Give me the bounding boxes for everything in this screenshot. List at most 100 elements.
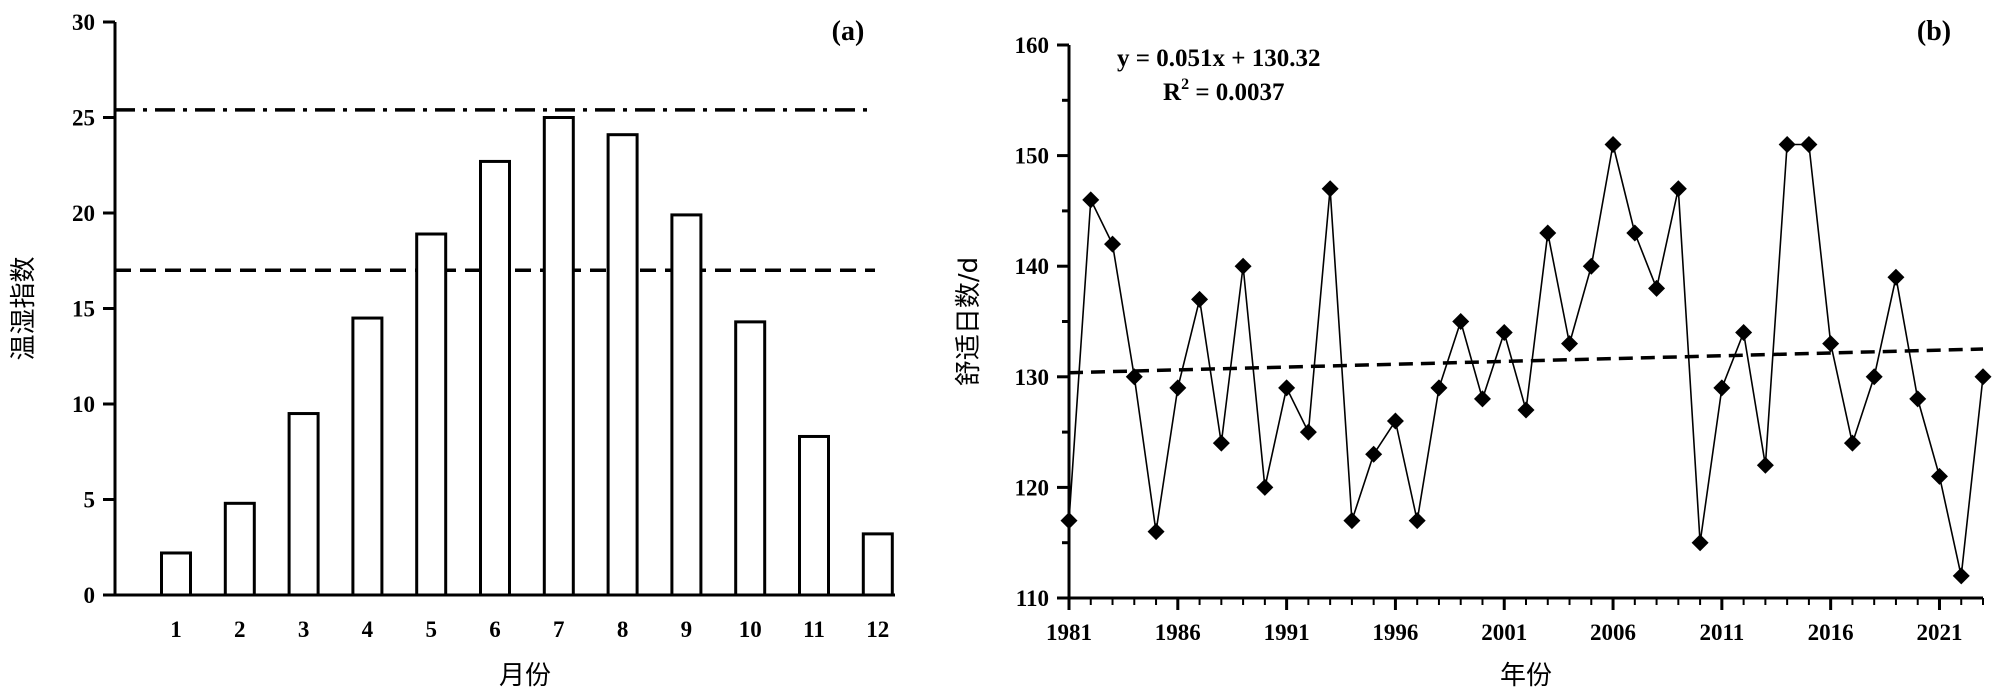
y-axis-label-a: 温湿指数 <box>9 256 39 360</box>
data-point <box>1887 268 1905 286</box>
data-point <box>1735 324 1753 342</box>
data-point <box>1278 379 1296 397</box>
x-tick-label-a: 3 <box>298 617 310 642</box>
y-tick-label-a: 25 <box>72 106 95 131</box>
x-tick-label-b: 2001 <box>1481 620 1527 645</box>
data-point <box>1800 136 1818 154</box>
x-tick-label-b: 1986 <box>1155 620 1201 645</box>
y-tick-label-b: 160 <box>1015 33 1050 58</box>
data-point <box>1930 467 1948 485</box>
data-point <box>1778 136 1796 154</box>
data-point <box>1952 567 1970 585</box>
data-point <box>1843 434 1861 452</box>
r-squared-label: R2 = 0.0037 <box>1163 76 1285 106</box>
trend-line <box>1068 347 1984 375</box>
bar <box>479 159 511 597</box>
data-point <box>1539 224 1557 242</box>
data-point <box>1299 423 1317 441</box>
bar <box>287 412 320 597</box>
chart-b: 110 120 130 140 150 160 1981 1986 1991 1996 2001 20… <box>954 16 1992 690</box>
bar <box>734 320 767 597</box>
data-point <box>1495 324 1513 342</box>
data-point <box>1561 335 1579 353</box>
data-point <box>1234 257 1252 275</box>
x-tick-label-a: 12 <box>866 617 889 642</box>
x-axis-label-b: 年份 <box>1500 661 1552 690</box>
bar <box>798 434 830 597</box>
data-point <box>1626 224 1644 242</box>
data-point <box>1082 191 1100 209</box>
x-tick-label-b: 2021 <box>1916 620 1962 645</box>
panel-label-a: (a) <box>832 16 865 47</box>
y-tick-label-a: 20 <box>72 201 95 226</box>
data-point <box>1191 290 1209 308</box>
y-tick-label-a: 10 <box>72 392 95 417</box>
y-tick-label-b: 140 <box>1015 254 1050 279</box>
y-tick-label-a: 5 <box>84 488 96 513</box>
data-point <box>1604 136 1622 154</box>
data-point <box>1909 390 1927 408</box>
x-tick-label-a: 2 <box>234 617 246 642</box>
bar <box>160 551 192 597</box>
data-point <box>1713 379 1731 397</box>
data-point <box>1756 456 1774 474</box>
y-tick-label-a: 30 <box>72 10 95 35</box>
x-tick-label-a: 1 <box>170 617 182 642</box>
data-point <box>1256 478 1274 496</box>
data-point <box>1974 368 1992 386</box>
data-point <box>1104 235 1122 253</box>
x-tick-label-b: 2006 <box>1590 620 1636 645</box>
bar <box>351 316 384 597</box>
x-axis-label-a: 月份 <box>499 661 551 690</box>
data-point <box>1386 412 1404 430</box>
x-tick-label-a: 8 <box>617 617 629 642</box>
x-tick-label-b: 2011 <box>1699 620 1744 645</box>
x-tick-label-b: 1981 <box>1046 620 1092 645</box>
data-point <box>1343 512 1361 530</box>
y-axis-label-b: 舒适日数/d <box>954 257 984 386</box>
data-point <box>1473 390 1491 408</box>
series-line <box>1068 143 1984 577</box>
x-tick-label-a: 6 <box>489 617 501 642</box>
x-tick-label-a: 7 <box>553 617 565 642</box>
bar <box>223 501 256 597</box>
data-point <box>1691 534 1709 552</box>
x-tick-label-b: 1996 <box>1372 620 1418 645</box>
x-tick-label-a: 9 <box>681 617 693 642</box>
x-tick-label-a: 10 <box>739 617 762 642</box>
data-point <box>1321 180 1339 198</box>
data-point <box>1169 379 1187 397</box>
data-point <box>1147 523 1165 541</box>
data-point <box>1060 512 1078 530</box>
x-tick-label-a: 4 <box>362 617 374 642</box>
bar <box>670 213 703 597</box>
x-tick-label-b: 2016 <box>1808 620 1854 645</box>
data-point <box>1822 335 1840 353</box>
y-tick-label-b: 110 <box>1016 586 1049 611</box>
bar <box>606 133 639 597</box>
panel-label-b: (b) <box>1917 16 1951 47</box>
y-tick-label-b: 150 <box>1015 144 1050 169</box>
data-point <box>1408 512 1426 530</box>
x-tick-label-b: 1991 <box>1264 620 1310 645</box>
bar <box>542 116 575 597</box>
x-tick-label-a: 11 <box>803 617 825 642</box>
data-point <box>1430 379 1448 397</box>
y-tick-label-b: 130 <box>1015 365 1050 390</box>
data-point <box>1125 368 1143 386</box>
x-tick-label-a: 5 <box>425 617 437 642</box>
bar <box>861 532 894 597</box>
data-point <box>1365 445 1383 463</box>
y-tick-label-a: 0 <box>84 583 96 608</box>
data-point <box>1582 257 1600 275</box>
data-point <box>1452 313 1470 330</box>
data-point <box>1648 279 1666 297</box>
y-tick-label-a: 15 <box>72 297 95 322</box>
data-point <box>1212 434 1230 452</box>
bar <box>415 232 448 597</box>
data-point <box>1669 180 1687 198</box>
y-tick-label-b: 120 <box>1015 475 1050 500</box>
data-point <box>1865 368 1883 386</box>
